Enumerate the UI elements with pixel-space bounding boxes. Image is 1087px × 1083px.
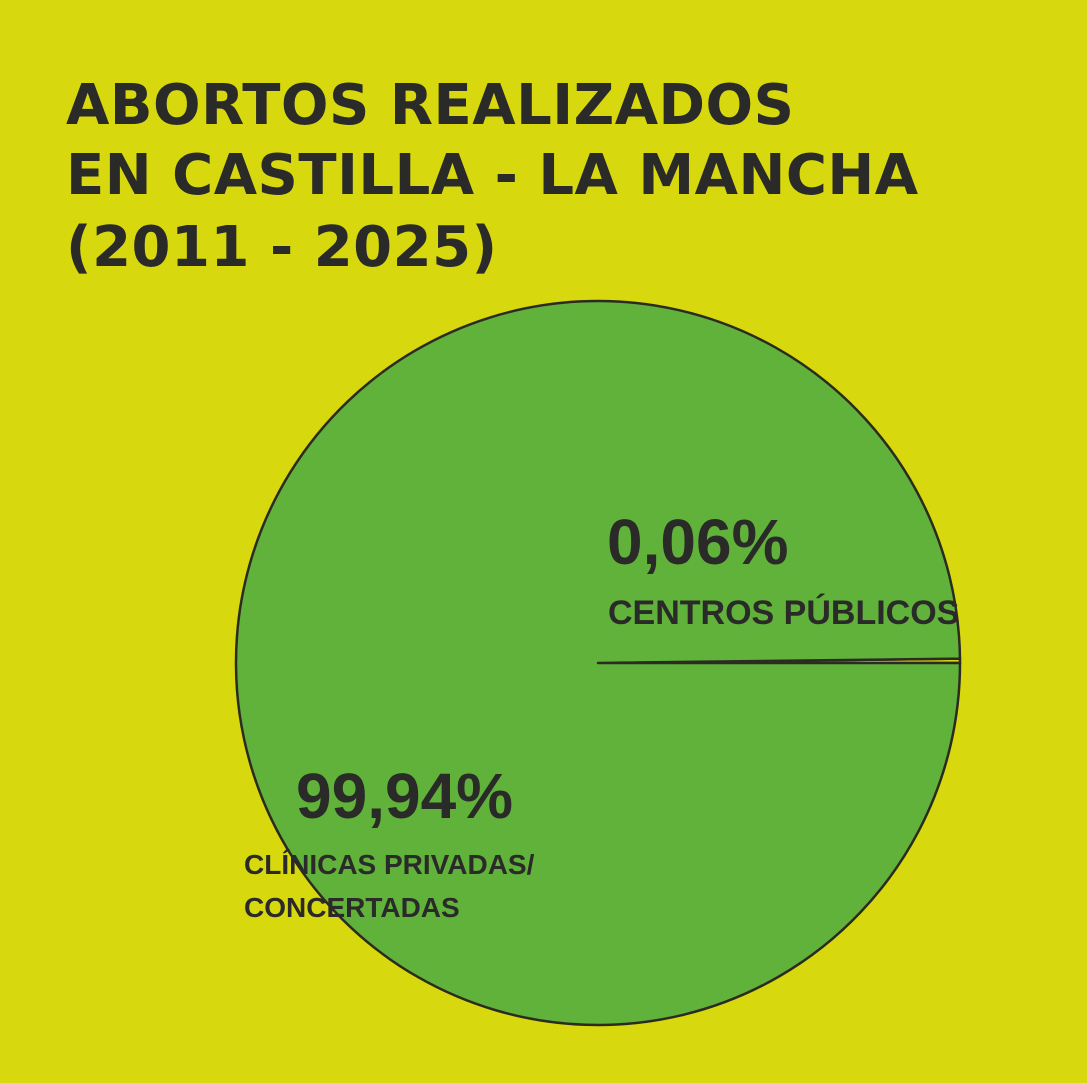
slice-category-label-privadas-line-1: CLÍNICAS PRIVADAS/ <box>244 849 535 880</box>
slice-category-label-publicos: CENTROS PÚBLICOS <box>608 594 960 632</box>
chart-title-line-3: (2011 - 2025) <box>66 215 498 280</box>
pie-slice-clinicas-privadas <box>234 299 962 1027</box>
slice-value-label-publicos: 0,06% <box>607 506 789 578</box>
chart-title-line-1: ABORTOS REALIZADOS <box>66 73 795 138</box>
chart-title-line-2: EN CASTILLA - LA MANCHA <box>66 143 919 208</box>
slice-value-label-privadas: 99,94% <box>296 760 514 832</box>
slice-category-label-privadas-line-2: CONCERTADAS <box>244 892 460 923</box>
